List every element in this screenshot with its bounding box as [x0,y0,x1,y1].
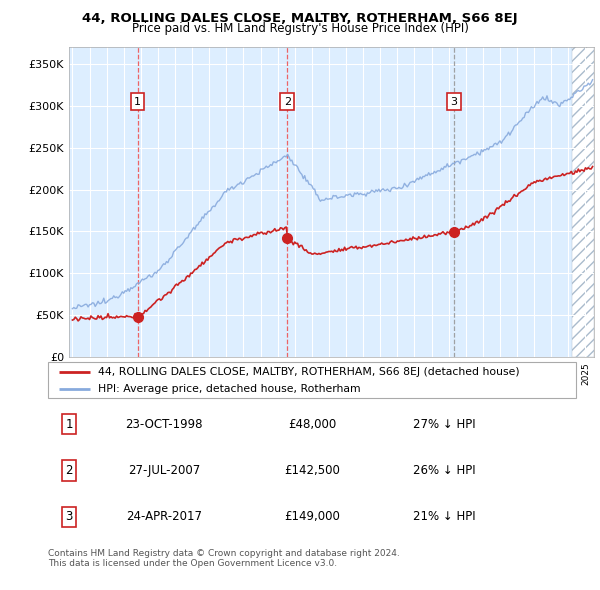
Text: HPI: Average price, detached house, Rotherham: HPI: Average price, detached house, Roth… [98,384,361,394]
Text: Price paid vs. HM Land Registry's House Price Index (HPI): Price paid vs. HM Land Registry's House … [131,22,469,35]
Text: 3: 3 [451,97,458,107]
Text: 24-APR-2017: 24-APR-2017 [126,510,202,523]
Text: 3: 3 [65,510,73,523]
Text: 27% ↓ HPI: 27% ↓ HPI [413,418,475,431]
Text: £142,500: £142,500 [284,464,340,477]
Text: £149,000: £149,000 [284,510,340,523]
Text: 2: 2 [284,97,291,107]
Text: Contains HM Land Registry data © Crown copyright and database right 2024.: Contains HM Land Registry data © Crown c… [48,549,400,558]
Text: 23-OCT-1998: 23-OCT-1998 [125,418,203,431]
Text: 21% ↓ HPI: 21% ↓ HPI [413,510,475,523]
Text: 26% ↓ HPI: 26% ↓ HPI [413,464,475,477]
Text: 44, ROLLING DALES CLOSE, MALTBY, ROTHERHAM, S66 8EJ: 44, ROLLING DALES CLOSE, MALTBY, ROTHERH… [82,12,518,25]
Text: 1: 1 [65,418,73,431]
Text: 2: 2 [65,464,73,477]
Text: 27-JUL-2007: 27-JUL-2007 [128,464,200,477]
Text: This data is licensed under the Open Government Licence v3.0.: This data is licensed under the Open Gov… [48,559,337,568]
Text: £48,000: £48,000 [288,418,336,431]
Text: 1: 1 [134,97,141,107]
Text: 44, ROLLING DALES CLOSE, MALTBY, ROTHERHAM, S66 8EJ (detached house): 44, ROLLING DALES CLOSE, MALTBY, ROTHERH… [98,367,520,377]
